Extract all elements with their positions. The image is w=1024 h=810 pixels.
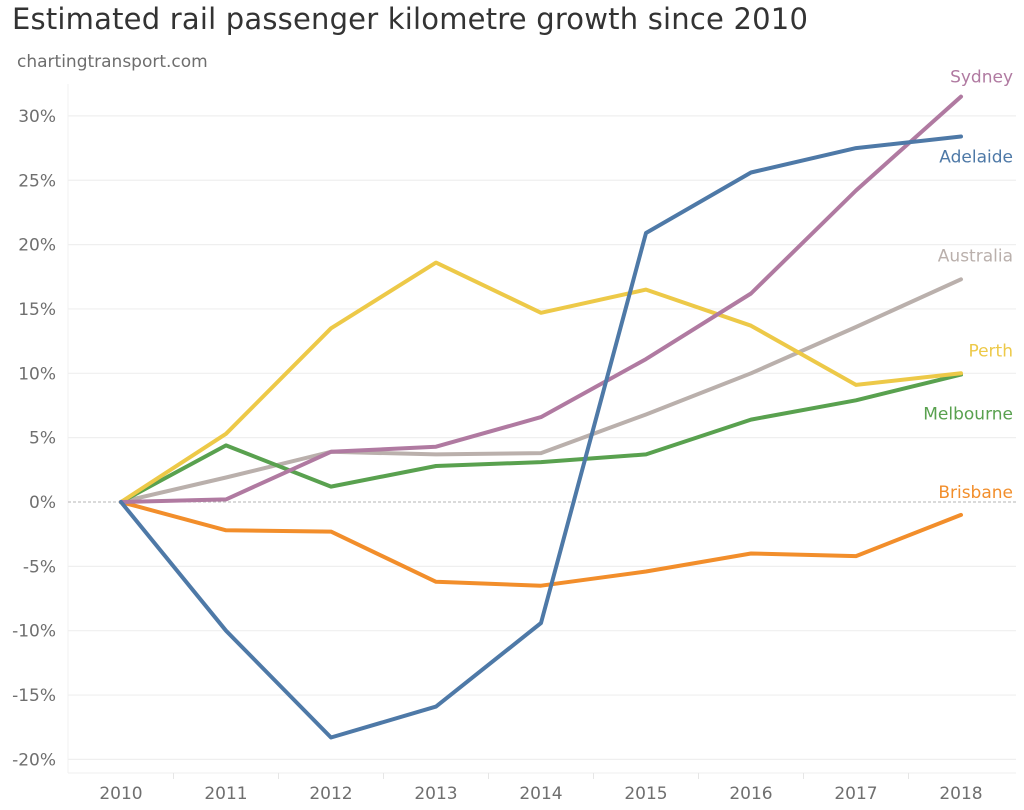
- chart-subtitle: chartingtransport.com: [17, 52, 208, 72]
- series-lines: [119, 94, 963, 740]
- x-tick-label: 2018: [939, 784, 982, 804]
- y-tick-label: 15%: [18, 300, 56, 320]
- x-axis: 2010 2011 2012 2013 2014 2015 2016 2017 2018: [68, 772, 1016, 804]
- y-tick-label: -15%: [12, 686, 56, 706]
- y-tick-label: 0%: [29, 493, 56, 513]
- y-tick-label: -10%: [12, 622, 56, 642]
- x-tick-label: 2017: [834, 784, 877, 804]
- series-label-perth: Perth: [968, 341, 1013, 361]
- x-tick-label: 2010: [99, 784, 142, 804]
- y-tick-label: -20%: [12, 750, 56, 770]
- y-tick-label: 30%: [18, 107, 56, 127]
- series-label-adelaide: Adelaide: [939, 147, 1013, 167]
- x-tick-label: 2014: [519, 784, 562, 804]
- y-axis: 30% 25% 20% 15% 10% 5% 0% -5% -10% -15% -20%: [12, 107, 56, 771]
- series-label-australia: Australia: [938, 246, 1013, 266]
- x-tick-label: 2011: [204, 784, 247, 804]
- x-tick-label: 2013: [414, 784, 457, 804]
- series-label-sydney: Sydney: [950, 68, 1013, 88]
- chart-title: Estimated rail passenger kilometre growt…: [12, 2, 809, 36]
- series-label-melbourne: Melbourne: [923, 405, 1013, 425]
- x-tick-label: 2012: [309, 784, 352, 804]
- series-labels: Sydney Adelaide Australia Perth Melbourne Bri…: [923, 68, 1013, 503]
- y-tick-label: 20%: [18, 236, 56, 256]
- series-line-sydney: [119, 94, 963, 504]
- x-tick-label: 2016: [729, 784, 772, 804]
- x-tick-label: 2015: [624, 784, 667, 804]
- y-tick-label: 25%: [18, 171, 56, 191]
- series-line-perth: [119, 260, 963, 504]
- y-tick-label: -5%: [23, 557, 56, 577]
- series-line-australia: [119, 277, 963, 504]
- series-line-brisbane: [119, 500, 963, 588]
- y-tick-label: 5%: [29, 429, 56, 449]
- y-tick-label: 10%: [18, 364, 56, 384]
- series-line-adelaide: [119, 134, 963, 740]
- series-label-brisbane: Brisbane: [938, 483, 1013, 503]
- series-line-melbourne: [119, 372, 963, 504]
- gridlines: [67, 84, 1016, 773]
